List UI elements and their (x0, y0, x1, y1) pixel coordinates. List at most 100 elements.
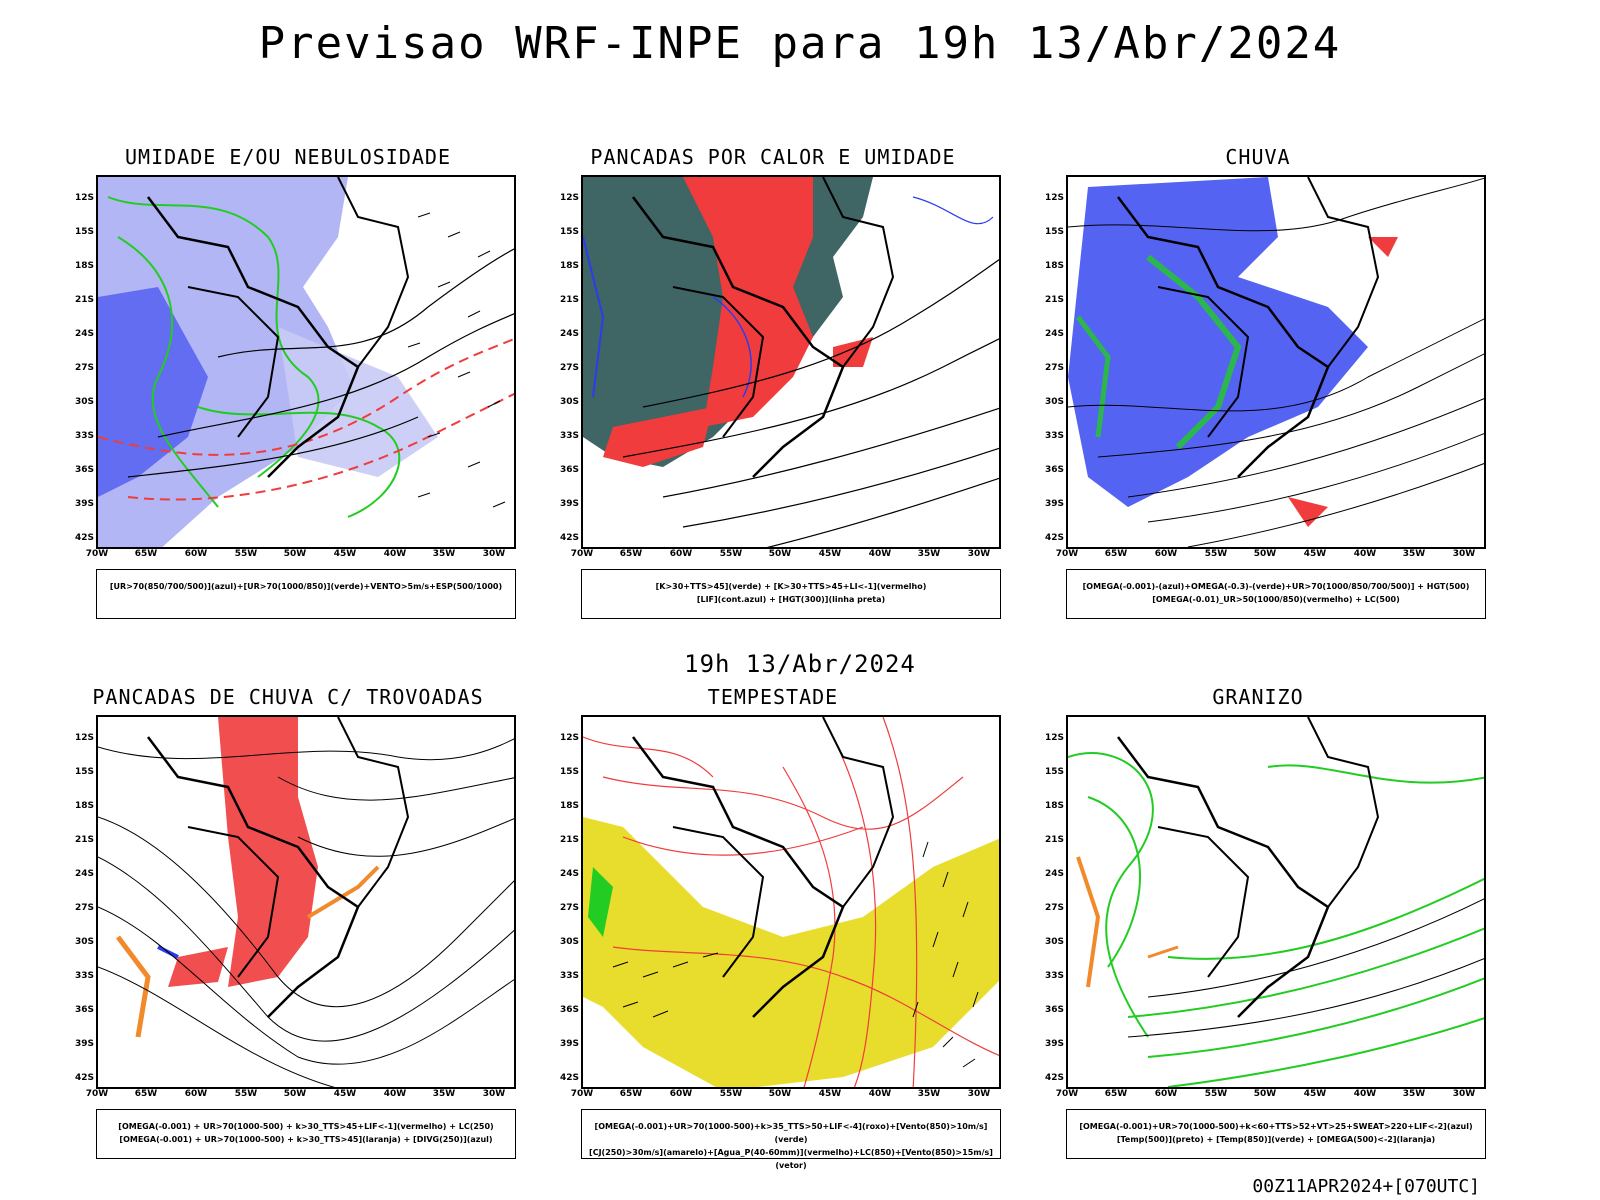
panel-title: PANCADAS POR CALOR E UMIDADE (590, 145, 956, 169)
lat-tick: 12S (559, 193, 579, 203)
lat-tick: 27S (1044, 903, 1064, 913)
lat-tick: 39S (1044, 1039, 1064, 1049)
lon-tick: 40W (1353, 549, 1377, 559)
lat-tick: 39S (1044, 499, 1064, 509)
lat-tick: 42S (74, 533, 94, 543)
lat-tick: 12S (1044, 733, 1064, 743)
lon-tick: 65W (134, 549, 158, 559)
lon-tick: 40W (383, 549, 407, 559)
map-rain (1066, 175, 1486, 549)
map-storm (581, 715, 1001, 1089)
panel-hail: GRANIZO 12S 15S 18S 21S 24S 27S 30S 33S … (1028, 685, 1488, 1175)
panel-title: TEMPESTADE (707, 685, 839, 709)
lat-tick: 18S (1044, 261, 1064, 271)
lon-tick: 60W (669, 549, 693, 559)
panel-legend: [OMEGA(-0.001) + UR>70(1000-500) + k>30_… (96, 1109, 516, 1159)
lat-tick: 36S (559, 1005, 579, 1015)
lon-tick: 40W (383, 1089, 407, 1099)
lon-tick: 45W (333, 549, 357, 559)
lon-tick: 65W (619, 549, 643, 559)
legend-line: [LIF](cont.azul) + [HGT(300)](linha pret… (696, 595, 886, 604)
map-heat-showers (581, 175, 1001, 549)
lat-tick: 39S (559, 499, 579, 509)
lat-tick: 18S (559, 801, 579, 811)
lat-tick: 33S (1044, 971, 1064, 981)
lon-tick: 40W (1353, 1089, 1377, 1099)
forecast-time-label: 19h 13/Abr/2024 (684, 650, 916, 678)
lon-tick: 45W (818, 1089, 842, 1099)
lat-tick: 33S (74, 431, 94, 441)
lat-tick: 30S (1044, 937, 1064, 947)
lon-tick: 55W (1204, 549, 1228, 559)
lat-tick: 27S (559, 903, 579, 913)
lon-tick: 65W (134, 1089, 158, 1099)
lon-tick: 30W (482, 1089, 506, 1099)
lat-tick: 24S (74, 329, 94, 339)
main-title: Previsao WRF-INPE para 19h 13/Abr/2024 (258, 18, 1342, 69)
lon-tick: 60W (669, 1089, 693, 1099)
lon-tick: 50W (283, 549, 307, 559)
lat-tick: 42S (1044, 533, 1064, 543)
lon-tick: 65W (1104, 549, 1128, 559)
lat-tick: 18S (1044, 801, 1064, 811)
legend-line: [UR>70(850/700/500)](azul)+[UR>70(1000/8… (109, 582, 503, 591)
lat-tick: 24S (559, 869, 579, 879)
lat-tick: 36S (559, 465, 579, 475)
lat-tick: 15S (1044, 767, 1064, 777)
lon-tick: 70W (1055, 549, 1079, 559)
lat-tick: 21S (1044, 835, 1064, 845)
lon-tick: 65W (1104, 1089, 1128, 1099)
lon-tick: 60W (1154, 1089, 1178, 1099)
lat-tick: 12S (559, 733, 579, 743)
lon-tick: 35W (432, 549, 456, 559)
lon-tick: 30W (967, 549, 991, 559)
legend-line: [OMEGA(-0.001) + UR>70(1000-500) + k>30_… (118, 1122, 494, 1131)
lon-tick: 35W (1402, 549, 1426, 559)
lon-tick: 70W (85, 549, 109, 559)
lat-tick: 12S (74, 733, 94, 743)
lon-tick: 50W (283, 1089, 307, 1099)
panel-humidity: UMIDADE E/OU NEBULOSIDADE (58, 145, 518, 635)
map-thunder-showers (96, 715, 516, 1089)
lat-tick: 27S (1044, 363, 1064, 373)
lon-tick: 45W (1303, 549, 1327, 559)
legend-line: [K>30+TTS>45](verde) + [K>30+TTS>45+LI<-… (655, 582, 927, 591)
lat-tick: 30S (74, 937, 94, 947)
lat-tick: 12S (74, 193, 94, 203)
lon-tick: 55W (234, 1089, 258, 1099)
lon-tick: 50W (768, 549, 792, 559)
lat-tick: 21S (1044, 295, 1064, 305)
lon-tick: 55W (719, 1089, 743, 1099)
lat-tick: 21S (74, 835, 94, 845)
lat-tick: 30S (74, 397, 94, 407)
panel-title: UMIDADE E/OU NEBULOSIDADE (124, 145, 452, 169)
lat-tick: 15S (74, 227, 94, 237)
legend-line: [OMEGA(-0.001)+UR>70(1000-500)+k>35_TTS>… (594, 1122, 988, 1144)
lat-tick: 39S (74, 499, 94, 509)
lon-tick: 70W (570, 549, 594, 559)
lon-tick: 45W (1303, 1089, 1327, 1099)
lat-tick: 30S (559, 397, 579, 407)
lat-tick: 39S (74, 1039, 94, 1049)
lat-tick: 33S (559, 431, 579, 441)
lat-tick: 12S (1044, 193, 1064, 203)
lat-tick: 36S (74, 465, 94, 475)
panel-title: CHUVA (1225, 145, 1291, 169)
lon-tick: 40W (868, 549, 892, 559)
model-run-label: 00Z11APR2024+[070UTC] (1252, 1176, 1480, 1197)
panel-legend: [K>30+TTS>45](verde) + [K>30+TTS>45+LI<-… (581, 569, 1001, 619)
lon-tick: 60W (184, 1089, 208, 1099)
lat-tick: 30S (559, 937, 579, 947)
lat-tick: 15S (559, 227, 579, 237)
lon-tick: 30W (482, 549, 506, 559)
lat-tick: 24S (74, 869, 94, 879)
lon-tick: 45W (818, 549, 842, 559)
map-humidity (96, 175, 516, 549)
lat-tick: 42S (1044, 1073, 1064, 1083)
lon-tick: 35W (432, 1089, 456, 1099)
lon-tick: 35W (1402, 1089, 1426, 1099)
lat-tick: 24S (1044, 869, 1064, 879)
lat-tick: 42S (559, 533, 579, 543)
lat-tick: 36S (1044, 465, 1064, 475)
lon-tick: 35W (917, 549, 941, 559)
